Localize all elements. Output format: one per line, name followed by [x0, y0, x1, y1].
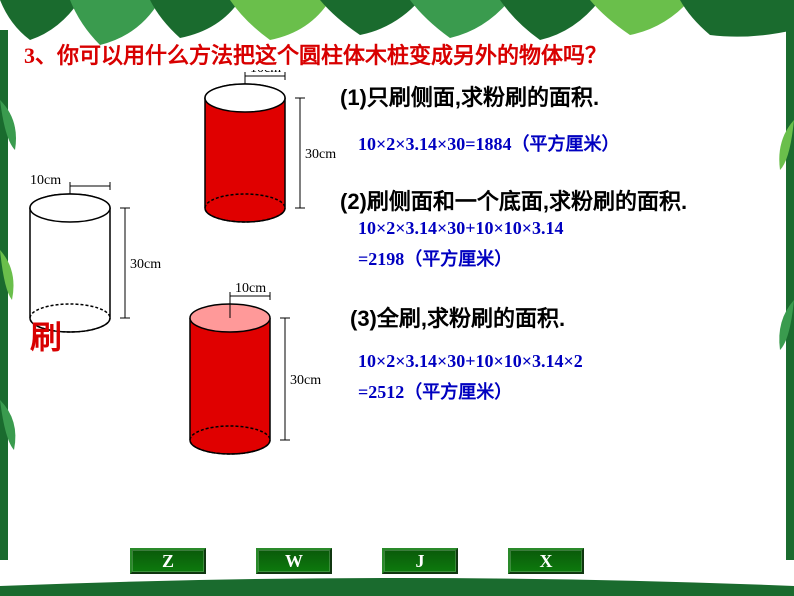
q3-calc-1: 10×2×3.14×30+10×10×3.14×2 [358, 351, 780, 372]
q3-text: 全刷,求粉刷的面积. [377, 306, 565, 331]
radius-label-3: 10cm [235, 281, 266, 296]
q2-calc-1: 10×2×3.14×30+10×10×3.14 [358, 218, 780, 239]
nav-z-button[interactable]: Z [130, 548, 206, 574]
q1-text: 只刷侧面,求粉刷的面积. [367, 85, 599, 110]
nav-w-button[interactable]: W [256, 548, 332, 574]
q2-label: (2) [340, 189, 367, 214]
question-2: (2)刷侧面和一个底面,求粉刷的面积. [340, 184, 780, 216]
height-label-1: 30cm [305, 147, 336, 162]
title-number: 3、 [24, 43, 57, 68]
content-area: (1)只刷侧面,求粉刷的面积. 10×2×3.14×30=1884（平方厘米） … [340, 80, 780, 410]
nav-x-button[interactable]: X [508, 548, 584, 574]
q3-label: (3) [350, 306, 377, 331]
radius-label-1: 10cm [250, 70, 281, 76]
question-title: 3、你可以用什么方法把这个圆柱体木桩变成另外的物体吗？ [24, 38, 607, 70]
title-text: 你可以用什么方法把这个圆柱体木桩变成另外的物体吗？ [57, 43, 607, 68]
brush-label: 刷 [30, 312, 62, 358]
q3-calc-2: =2512（平方厘米） [358, 378, 780, 404]
height-label-3: 30cm [290, 373, 321, 388]
cylinder-diagrams: 10cm 30cm 10cm 30cm 10cm [10, 70, 350, 500]
nav-j-button[interactable]: J [382, 548, 458, 574]
q1-calc: 10×2×3.14×30=1884（平方厘米） [358, 130, 780, 156]
question-1: (1)只刷侧面,求粉刷的面积. [340, 80, 780, 112]
q2-text: 刷侧面和一个底面,求粉刷的面积. [367, 189, 687, 214]
radius-label-2: 10cm [30, 173, 61, 188]
q2-calc-2: =2198（平方厘米） [358, 245, 780, 271]
q1-label: (1) [340, 85, 367, 110]
nav-bar: Z W J X [130, 548, 584, 574]
height-label-2: 30cm [130, 257, 161, 272]
question-3: (3)全刷,求粉刷的面积. [350, 301, 780, 333]
